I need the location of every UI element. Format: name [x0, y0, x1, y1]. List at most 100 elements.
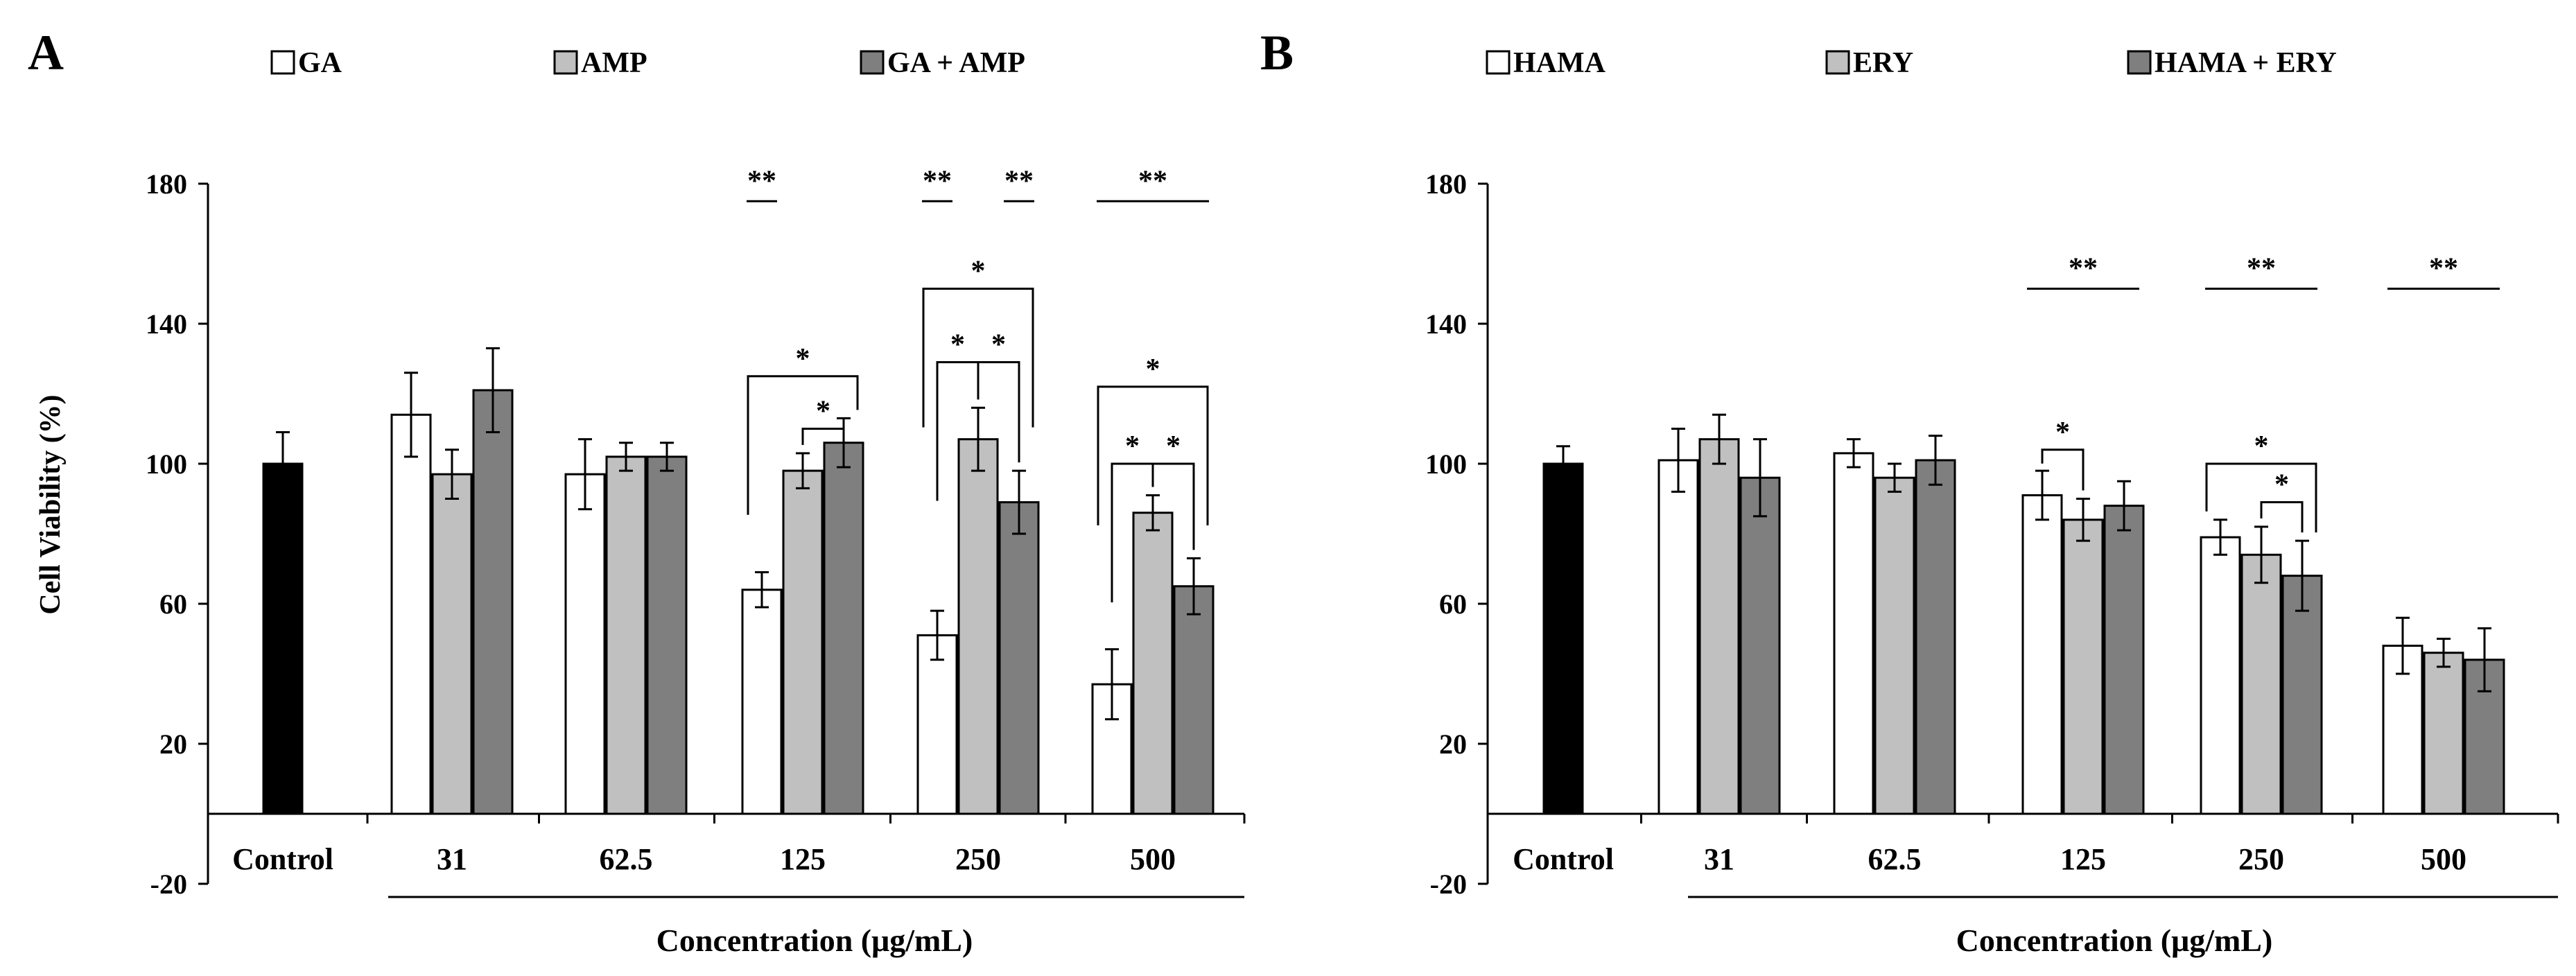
x-tick-label: 62.5: [1868, 842, 1922, 876]
y-tick-label: 20: [159, 729, 187, 760]
y-tick-label: 140: [146, 308, 187, 340]
y-tick-label: 180: [1425, 168, 1467, 200]
bar-amp-250: [957, 438, 999, 815]
significance-label: *: [816, 396, 830, 428]
x-tick-label: 31: [1704, 842, 1734, 876]
legend-item-hama-ery: HAMA + ERY: [2127, 47, 2337, 79]
significance-label: *: [2254, 430, 2269, 462]
legend-label-ga: GA: [298, 47, 342, 79]
significance-label: **: [747, 165, 776, 197]
x-tick-label: 500: [2421, 842, 2466, 876]
significance-label: *: [796, 343, 810, 375]
y-tick-label: -20: [1430, 869, 1467, 900]
significance-label: *: [950, 329, 965, 361]
significance-label: *: [991, 329, 1006, 361]
significance-bracket: [747, 375, 859, 515]
x-tick-label: 250: [955, 842, 1001, 876]
bar-ga-amp-125: [823, 442, 864, 815]
bar-ery-250: [2240, 553, 2282, 815]
bar-hama-62-5: [1833, 452, 1874, 815]
legend-swatch-ga-amp: [860, 50, 885, 75]
significance-bracket: [977, 361, 1020, 463]
bar-control: [1542, 462, 1584, 815]
y-tick-label: 100: [1425, 448, 1467, 480]
x-tick-label: 31: [437, 842, 467, 876]
y-axis-label: Cell Viability (%): [35, 394, 67, 614]
bar-hama-ery-62-5: [1915, 459, 1956, 815]
legend-swatch-hama-ery: [2127, 50, 2152, 75]
bar-hama-31: [1657, 459, 1699, 815]
x-tick-label: 125: [780, 842, 826, 876]
x-tick-label: 500: [1130, 842, 1176, 876]
significance-label: **: [1138, 165, 1167, 197]
bar-hama-ery-125: [2103, 505, 2145, 815]
bar-hama-250: [2200, 536, 2241, 815]
bar-hama-ery-31: [1739, 476, 1781, 815]
significance-label: *: [1166, 430, 1181, 462]
bar-ga-125: [741, 589, 783, 815]
legend-label-ga-amp: GA + AMP: [887, 47, 1025, 79]
legend-item-hama: HAMA: [1486, 47, 1606, 79]
bar-ery-62-5: [1874, 476, 1915, 815]
legend: GA AMP GA + AMP: [270, 47, 1025, 79]
x-tick-label-control: Control: [232, 842, 333, 876]
bar-hama-125: [2021, 494, 2063, 815]
x-tick-label-control: Control: [1513, 842, 1614, 876]
bar-ga-31: [390, 413, 432, 815]
panel-b: B HAMA ERY HAMA + ERY Concentration (μg/…: [1260, 25, 2559, 958]
significance-bracket: [2041, 448, 2085, 491]
significance-label: **: [2247, 253, 2276, 285]
legend-item-ga-amp: GA + AMP: [860, 47, 1025, 79]
significance-label: *: [2055, 417, 2070, 448]
x-axis-label: Concentration (μg/mL): [656, 923, 973, 958]
bar-ga-62-5: [564, 473, 606, 815]
significance-label: *: [971, 256, 986, 288]
panel-label: B: [1260, 25, 1294, 80]
significance-bracket: [2260, 501, 2304, 533]
legend-label-hama-ery: HAMA + ERY: [2155, 47, 2337, 79]
significance-label: *: [1146, 354, 1160, 385]
significance-bracket: [922, 288, 1034, 428]
significance-bracket: [801, 428, 845, 445]
legend-swatch-ga: [270, 50, 295, 75]
y-tick-label: -20: [150, 869, 187, 900]
bar-ga-amp-62-5: [646, 455, 688, 815]
panel-a: A GA AMP GA + AMP Cell Viability (%) Con…: [28, 25, 1246, 958]
y-tick-label: 100: [146, 448, 187, 480]
bar-amp-62-5: [605, 455, 647, 815]
y-tick-label: 140: [1425, 308, 1467, 340]
significance-label: **: [2069, 253, 2098, 285]
legend-label-ery: ERY: [1853, 47, 1913, 79]
significance-bracket: [1151, 462, 1195, 550]
legend-label-hama: HAMA: [1513, 47, 1606, 79]
significance-label: **: [2429, 253, 2458, 285]
x-tick-label: 62.5: [600, 842, 653, 876]
bar-ery-125: [2062, 518, 2104, 815]
legend: HAMA ERY HAMA + ERY: [1486, 47, 2337, 79]
x-axis-label: Concentration (μg/mL): [1956, 923, 2273, 958]
significance-label: *: [1125, 430, 1140, 462]
legend-item-ery: ERY: [1825, 47, 1913, 79]
bar-ery-500: [2423, 652, 2464, 815]
y-tick-label: 180: [146, 168, 187, 200]
y-tick-label: 60: [1439, 589, 1467, 620]
bar-ga-250: [916, 634, 958, 815]
legend-swatch-ery: [1825, 50, 1850, 75]
bar-ery-31: [1698, 438, 1740, 815]
significance-label: *: [2274, 469, 2289, 501]
bar-amp-500: [1132, 512, 1174, 815]
legend-swatch-hama: [1486, 50, 1511, 75]
bar-control: [262, 462, 304, 815]
y-tick-label: 20: [1439, 729, 1467, 760]
x-tick-label: 125: [2060, 842, 2106, 876]
x-tick-label: 250: [2238, 842, 2284, 876]
y-tick-label: 60: [159, 589, 187, 620]
significance-label: **: [923, 165, 952, 197]
legend-label-amp: AMP: [581, 47, 647, 79]
bar-amp-125: [782, 469, 824, 815]
panel-label: A: [28, 25, 64, 80]
legend-swatch-amp: [553, 50, 578, 75]
